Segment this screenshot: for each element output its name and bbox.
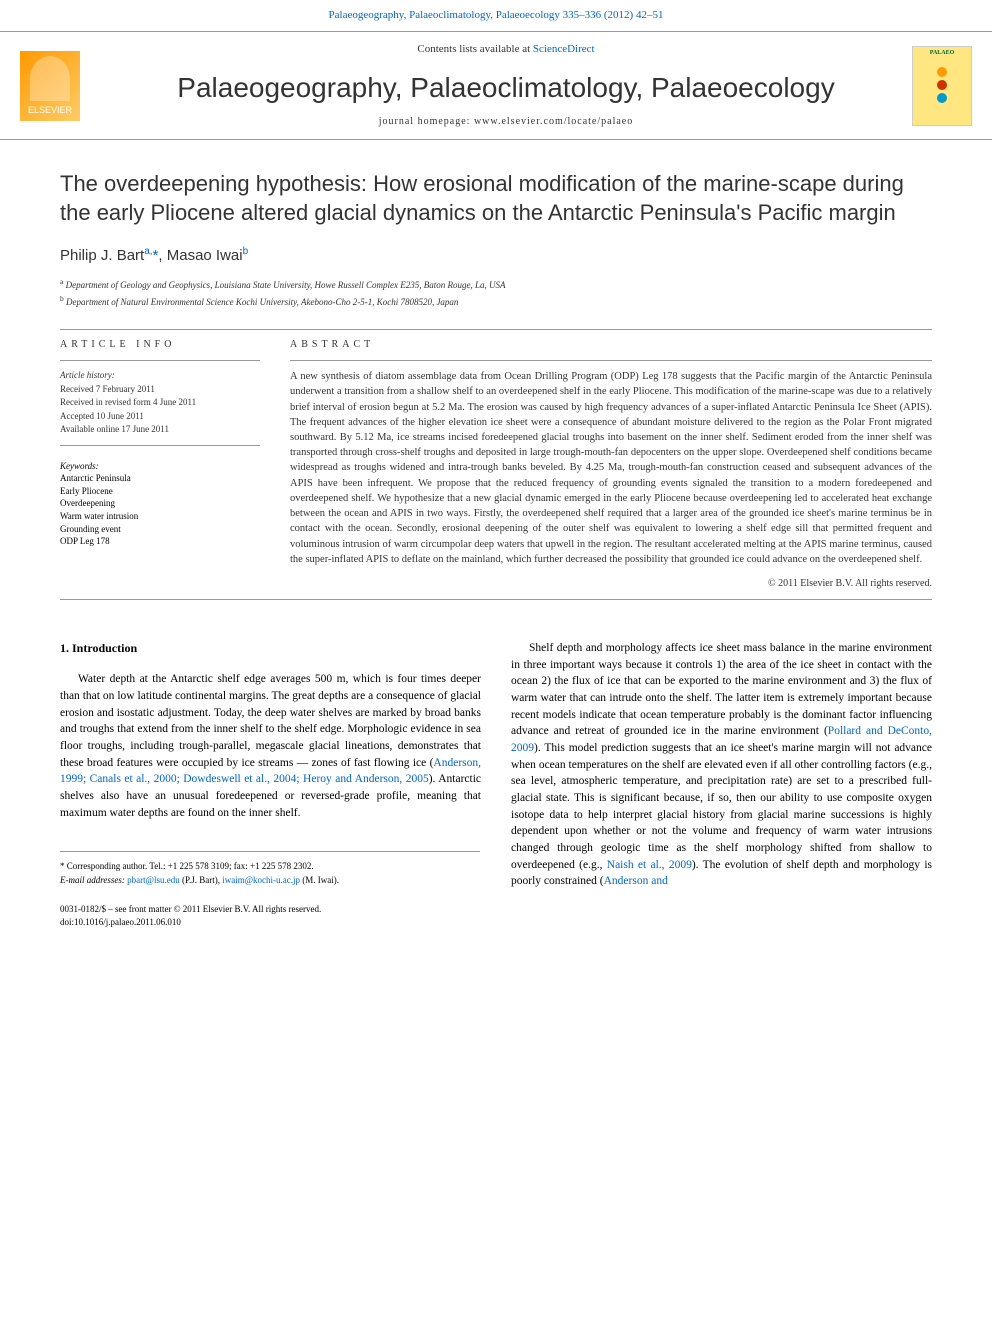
author-name: Philip J. Bart xyxy=(60,247,144,264)
divider xyxy=(60,329,932,330)
article-info-col: ARTICLE INFO Article history: Received 7… xyxy=(60,338,260,591)
email-label: E-mail addresses: xyxy=(60,875,127,885)
abstract-copyright: © 2011 Elsevier B.V. All rights reserved… xyxy=(290,577,932,591)
issn-line: 0031-0182/$ – see front matter © 2011 El… xyxy=(60,903,481,916)
journal-homepage: journal homepage: www.elsevier.com/locat… xyxy=(100,115,912,129)
corresponding-star-icon: * xyxy=(153,247,159,264)
citation-link[interactable]: Naish et al., 2009 xyxy=(607,859,692,871)
keyword: Overdeepening xyxy=(60,497,260,510)
journal-name: Palaeogeography, Palaeoclimatology, Pala… xyxy=(100,68,912,107)
doi-link[interactable]: 10.1016/j.palaeo.2011.06.010 xyxy=(74,917,181,927)
publisher-logo-text: ELSEVIER xyxy=(28,104,72,117)
history-item: Accepted 10 June 2011 xyxy=(60,410,260,424)
affiliation-line: b Department of Natural Environmental Sc… xyxy=(60,293,932,310)
citation-link[interactable]: Anderson and xyxy=(604,875,668,887)
cover-dot xyxy=(937,67,947,77)
journal-header: ELSEVIER Contents lists available at Sci… xyxy=(0,31,992,140)
doi-line: doi:10.1016/j.palaeo.2011.06.010 xyxy=(60,916,481,929)
history-item: Available online 17 June 2011 xyxy=(60,423,260,437)
keyword: Grounding event xyxy=(60,523,260,536)
corresponding-author-note: * Corresponding author. Tel.: +1 225 578… xyxy=(60,851,480,887)
email-line: E-mail addresses: pbart@lsu.edu (P.J. Ba… xyxy=(60,874,480,888)
info-abstract-row: ARTICLE INFO Article history: Received 7… xyxy=(60,338,932,591)
journal-cover-thumb: PALAEO xyxy=(912,46,972,126)
authors: Philip J. Barta,*, Masao Iwaib xyxy=(60,245,932,266)
abstract-heading: ABSTRACT xyxy=(290,338,932,352)
keyword: Warm water intrusion xyxy=(60,510,260,523)
intro-heading: 1. Introduction xyxy=(60,640,481,657)
divider xyxy=(60,445,260,446)
keyword: Antarctic Peninsula xyxy=(60,472,260,485)
intro-paragraph: Shelf depth and morphology affects ice s… xyxy=(511,640,932,890)
history-label: Article history: xyxy=(60,369,260,383)
abstract-col: ABSTRACT A new synthesis of diatom assem… xyxy=(290,338,932,591)
email-link[interactable]: pbart@lsu.edu xyxy=(127,875,180,885)
article-info-heading: ARTICLE INFO xyxy=(60,338,260,352)
intro-paragraph: Water depth at the Antarctic shelf edge … xyxy=(60,671,481,821)
keywords-label: Keywords: xyxy=(60,460,260,473)
cover-dot xyxy=(937,93,947,103)
intro-col-left: 1. Introduction Water depth at the Antar… xyxy=(60,640,481,929)
author-sup: a, xyxy=(144,246,152,257)
divider xyxy=(60,360,260,361)
intro-col-right: Shelf depth and morphology affects ice s… xyxy=(511,640,932,929)
publisher-logo: ELSEVIER xyxy=(20,51,80,121)
author-name: Masao Iwai xyxy=(167,247,243,264)
keyword: Early Pliocene xyxy=(60,485,260,498)
history-item: Received 7 February 2011 xyxy=(60,383,260,397)
citation-link[interactable]: Palaeogeography, Palaeoclimatology, Pala… xyxy=(329,9,664,21)
footer-meta: 0031-0182/$ – see front matter © 2011 El… xyxy=(60,903,481,928)
keyword: ODP Leg 178 xyxy=(60,535,260,548)
article-title: The overdeepening hypothesis: How erosio… xyxy=(60,170,932,227)
history-item: Received in revised form 4 June 2011 xyxy=(60,396,260,410)
article-history: Article history: Received 7 February 201… xyxy=(60,369,260,437)
header-center: Contents lists available at ScienceDirec… xyxy=(100,42,912,129)
email-link[interactable]: iwaim@kochi-u.ac.jp xyxy=(222,875,300,885)
cover-short-title: PALAEO xyxy=(930,49,955,57)
abstract-text: A new synthesis of diatom assemblage dat… xyxy=(290,369,932,567)
citation-line: Palaeogeography, Palaeoclimatology, Pala… xyxy=(0,0,992,31)
author-sup: b xyxy=(243,246,249,257)
article-container: The overdeepening hypothesis: How erosio… xyxy=(0,140,992,949)
intro-columns: 1. Introduction Water depth at the Antar… xyxy=(60,640,932,929)
elsevier-tree-icon xyxy=(30,56,70,101)
keywords-block: Keywords: Antarctic Peninsula Early Plio… xyxy=(60,460,260,548)
cover-dot xyxy=(937,80,947,90)
sciencedirect-link[interactable]: ScienceDirect xyxy=(533,43,595,55)
introduction-section: 1. Introduction Water depth at the Antar… xyxy=(60,640,932,929)
affiliations: a Department of Geology and Geophysics, … xyxy=(60,276,932,309)
corresponding-line: * Corresponding author. Tel.: +1 225 578… xyxy=(60,860,480,874)
contents-line: Contents lists available at ScienceDirec… xyxy=(100,42,912,57)
cover-dots xyxy=(937,67,947,103)
divider xyxy=(60,599,932,600)
affiliation-line: a Department of Geology and Geophysics, … xyxy=(60,276,932,293)
divider xyxy=(290,360,932,361)
